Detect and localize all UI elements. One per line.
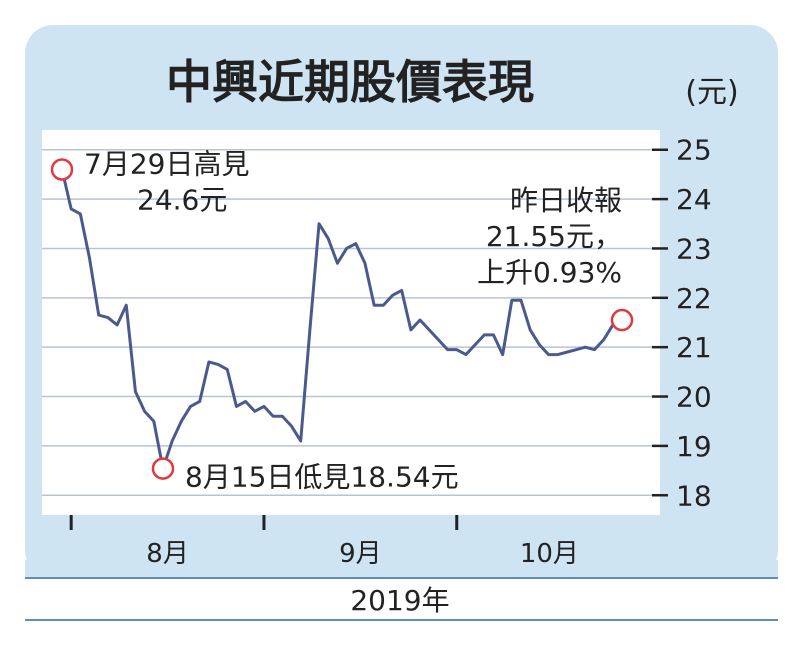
annotation: 上升0.93% bbox=[477, 256, 622, 289]
x-tick-label: 9月 bbox=[339, 539, 382, 569]
point-marker bbox=[610, 308, 634, 332]
chart-title: 中興近期股價表現 bbox=[166, 55, 534, 109]
annotation: 24.6元 bbox=[137, 183, 227, 216]
annotation: 8月15日低見18.54元 bbox=[185, 461, 459, 494]
x-tick-label: 10月 bbox=[520, 539, 579, 569]
y-axis-label: (元) bbox=[685, 75, 738, 110]
price-line bbox=[60, 169, 623, 471]
point-marker bbox=[151, 457, 175, 480]
annotation: 7月29日高見 bbox=[84, 147, 249, 180]
x-tick-label: 8月 bbox=[146, 539, 189, 569]
panel-foot bbox=[25, 560, 778, 578]
y-tick-label: 25 bbox=[676, 134, 712, 167]
x-axis-label: 2019年 bbox=[350, 584, 449, 617]
y-tick-label: 24 bbox=[676, 183, 712, 216]
y-tick-label: 19 bbox=[676, 430, 712, 463]
annotation: 21.55元， bbox=[486, 220, 622, 253]
y-tick-label: 22 bbox=[676, 282, 712, 315]
y-tick-label: 20 bbox=[676, 381, 712, 414]
annotation: 昨日收報 bbox=[510, 184, 622, 217]
y-tick-label: 23 bbox=[676, 232, 712, 265]
y-tick-label: 18 bbox=[676, 479, 712, 512]
plot-area bbox=[42, 130, 660, 515]
point-marker bbox=[50, 158, 74, 181]
y-tick-label: 21 bbox=[676, 331, 712, 364]
